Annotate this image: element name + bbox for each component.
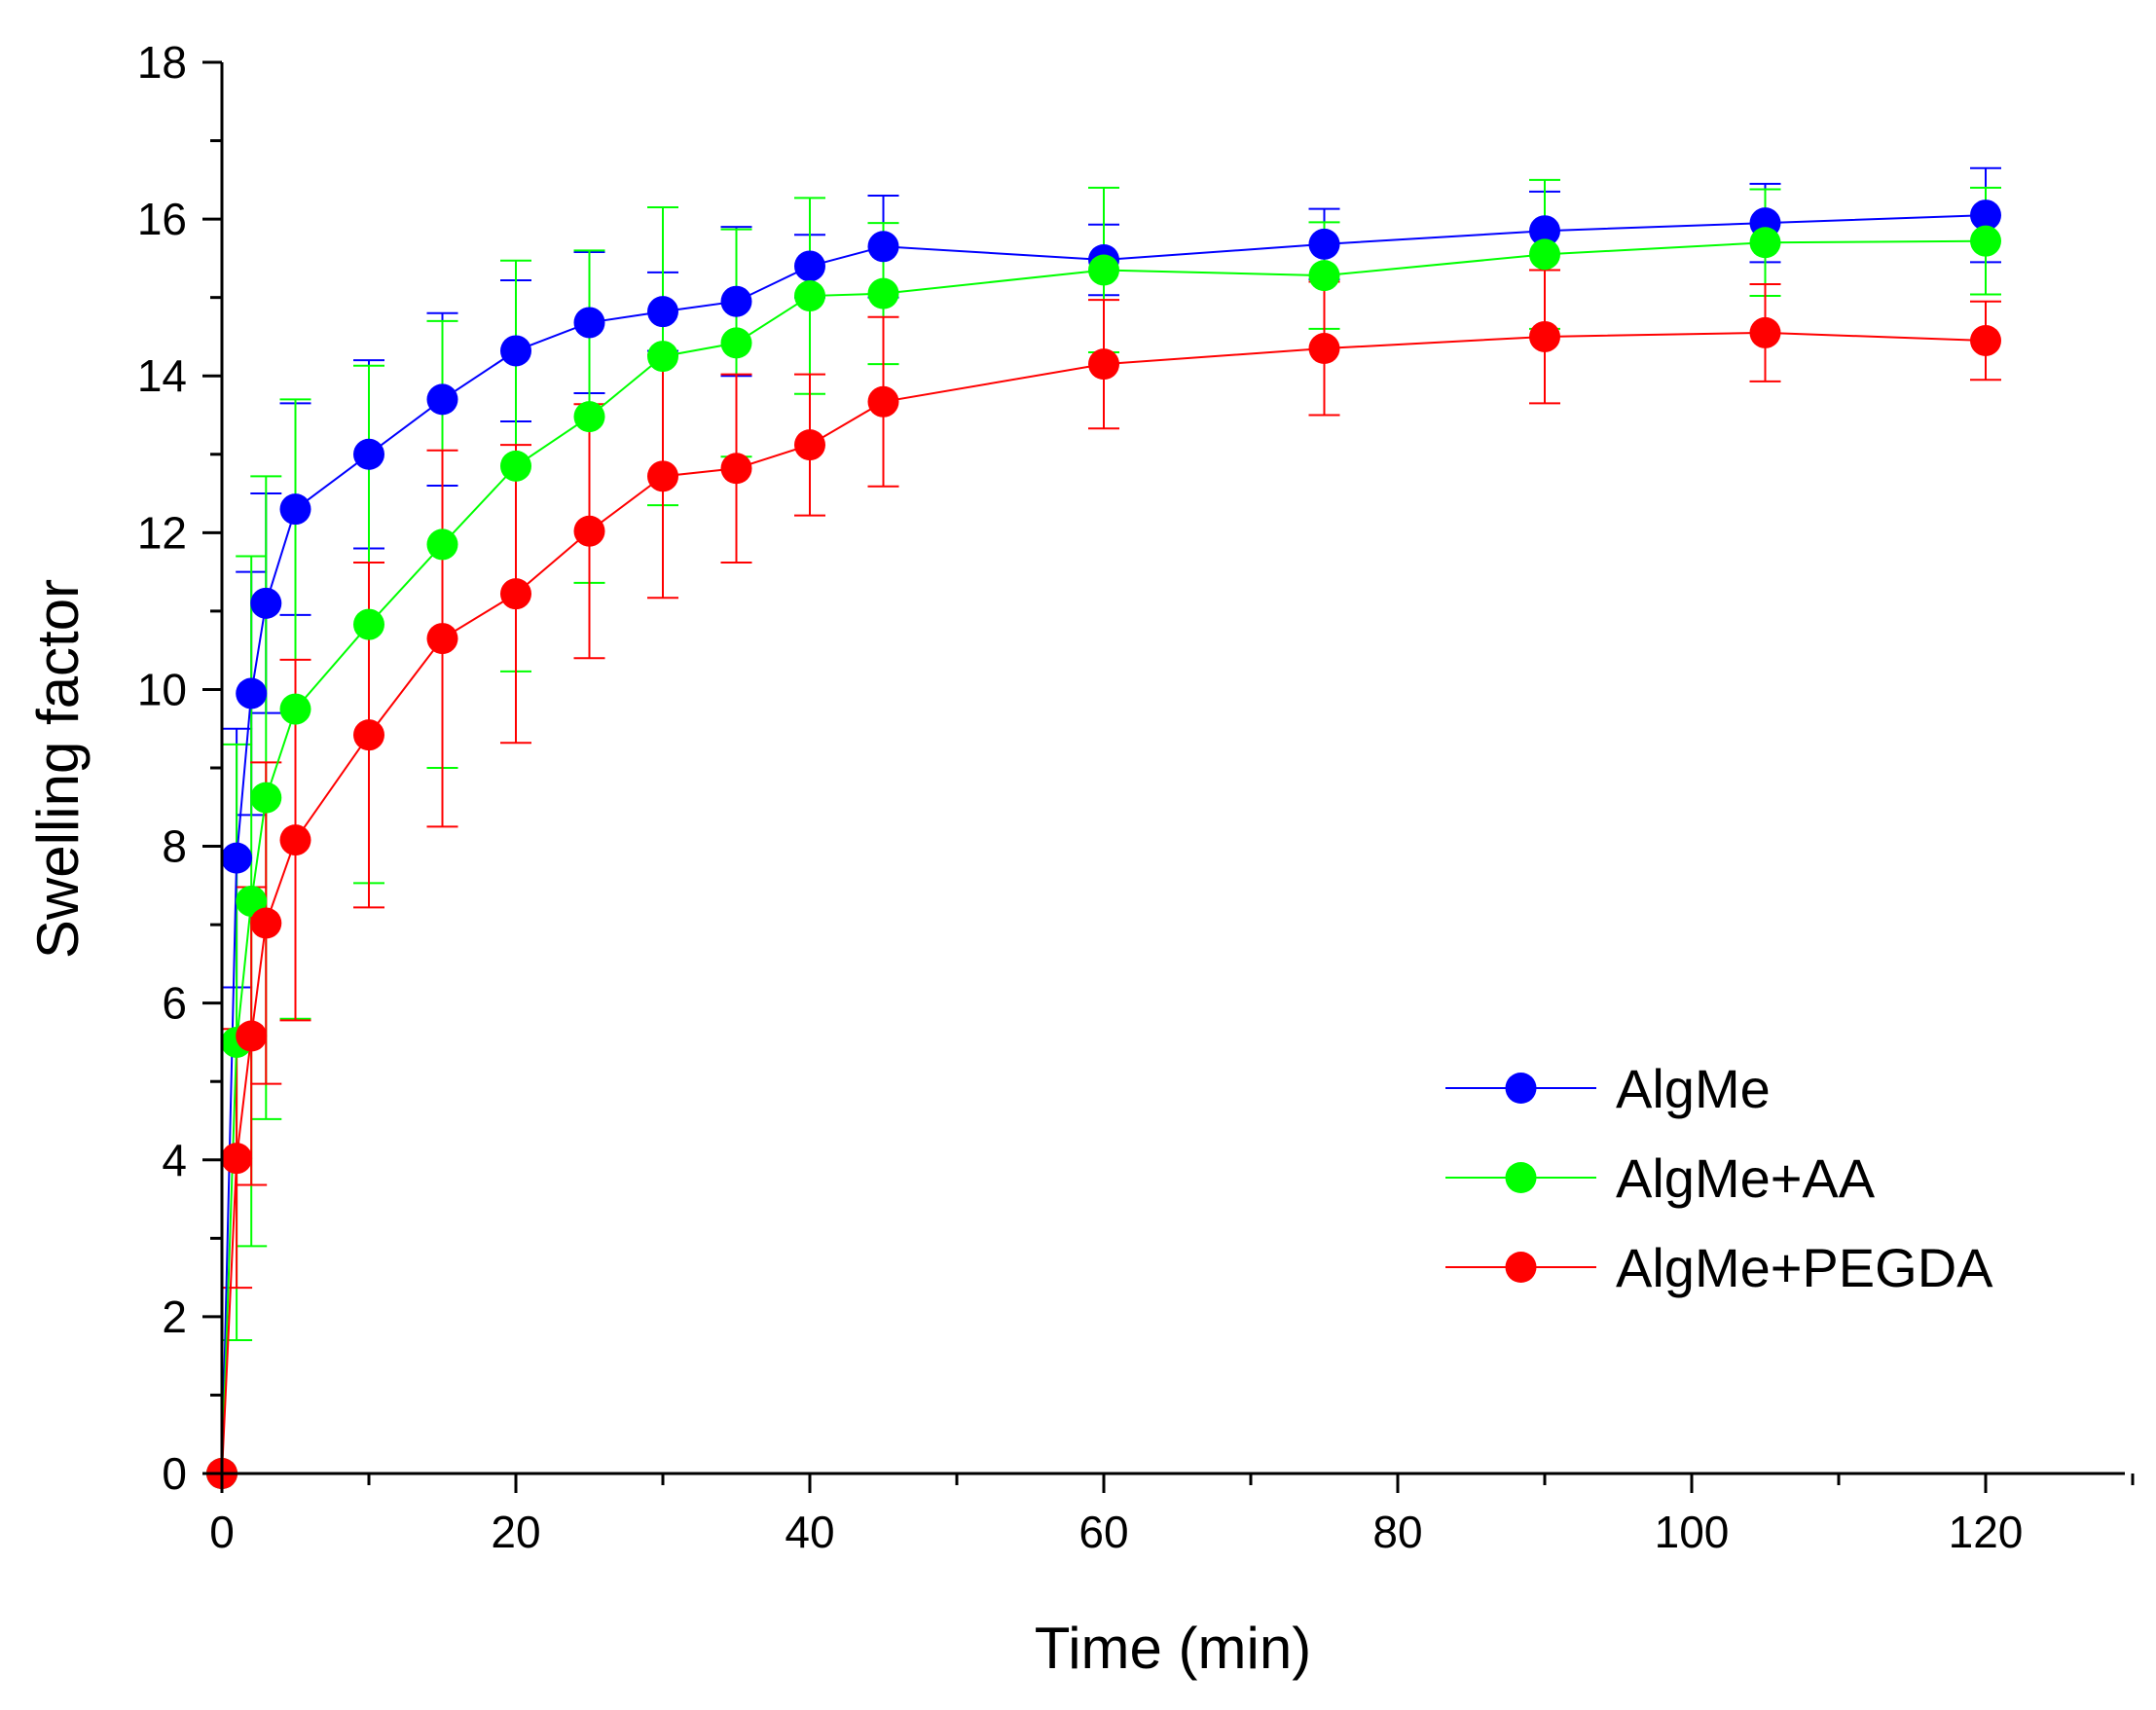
x-tick-label-80: 80 — [1372, 1507, 1422, 1557]
point-algme-aa-15 — [426, 528, 458, 561]
point-algme-pegda-75 — [1308, 333, 1340, 365]
point-algme-75 — [1308, 228, 1340, 260]
y-tick-label-0: 0 — [162, 1448, 187, 1499]
y-ticks: 0 2 4 6 8 10 12 14 16 18 — [137, 37, 222, 1499]
point-algme-aa-90 — [1529, 238, 1560, 271]
point-algme-aa-35 — [720, 327, 752, 359]
x-axis-title: Time (min) — [1035, 1616, 1311, 1681]
point-algme-25 — [573, 307, 605, 339]
point-algme-pegda-105 — [1749, 316, 1781, 348]
legend-label-algme: AlgMe — [1616, 1058, 1771, 1119]
y-tick-label-4: 4 — [162, 1135, 187, 1185]
series-line-algme-pegda — [221, 331, 1987, 1474]
y-tick-label-10: 10 — [137, 664, 187, 714]
point-algme-pegda-45 — [867, 385, 899, 418]
point-algme-aa-40 — [794, 280, 825, 312]
point-algme-2 — [236, 677, 268, 709]
point-algme-aa-25 — [573, 401, 605, 433]
point-algme-pegda-3 — [250, 907, 282, 939]
point-algme-aa-45 — [867, 277, 899, 309]
y-tick-label-2: 2 — [162, 1292, 187, 1342]
x-tick-label-40: 40 — [785, 1507, 834, 1557]
point-algme-pegda-60 — [1088, 348, 1119, 381]
x-tick-label-20: 20 — [491, 1507, 540, 1557]
point-algme-aa-120 — [1970, 225, 2001, 257]
point-algme-5 — [279, 493, 311, 526]
point-algme-aa-5 — [279, 693, 311, 725]
y-tick-label-6: 6 — [162, 978, 187, 1029]
legend-marker-algme-pegda — [1505, 1252, 1537, 1283]
point-algme-pegda-1 — [221, 1143, 253, 1175]
y-tick-label-8: 8 — [162, 821, 187, 872]
y-tick-label-12: 12 — [137, 507, 187, 558]
point-algme-pegda-30 — [647, 460, 678, 492]
point-algme-aa-2 — [236, 885, 268, 917]
point-algme-pegda-2 — [236, 1020, 268, 1052]
point-algme-120 — [1970, 200, 2001, 232]
x-tick-label-100: 100 — [1655, 1507, 1730, 1557]
point-algme-40 — [794, 250, 825, 282]
point-algme-20 — [500, 335, 531, 367]
point-algme-aa-30 — [647, 341, 678, 373]
point-algme-pegda-25 — [573, 515, 605, 547]
x-tick-label-0: 0 — [209, 1507, 235, 1557]
point-algme-pegda-20 — [500, 578, 531, 610]
legend-item-algme-aa: AlgMe+AA — [1445, 1147, 1876, 1209]
series-points-layer — [206, 200, 2001, 1489]
point-algme-pegda-5 — [279, 824, 311, 856]
point-algme-aa-10 — [353, 608, 384, 640]
legend-item-algme: AlgMe — [1445, 1058, 1771, 1119]
legend-marker-algme-aa — [1505, 1162, 1537, 1193]
point-algme-aa-105 — [1749, 227, 1781, 259]
y-axis-title: Swelling factor — [25, 579, 91, 959]
legend-marker-algme — [1505, 1073, 1537, 1104]
point-algme-pegda-120 — [1970, 324, 2001, 356]
point-algme-pegda-15 — [426, 623, 458, 655]
x-tick-label-120: 120 — [1949, 1507, 2024, 1557]
point-algme-aa-60 — [1088, 254, 1119, 286]
y-tick-label-18: 18 — [137, 37, 187, 88]
x-tick-label-60: 60 — [1078, 1507, 1128, 1557]
point-algme-90 — [1529, 215, 1560, 247]
point-algme-30 — [647, 296, 678, 328]
point-algme-pegda-90 — [1529, 320, 1560, 352]
point-algme-3 — [250, 587, 282, 619]
point-algme-45 — [867, 231, 899, 263]
legend-label-algme-pegda: AlgMe+PEGDA — [1616, 1237, 1993, 1298]
point-algme-aa-75 — [1308, 260, 1340, 292]
point-algme-pegda-10 — [353, 719, 384, 751]
legend-label-algme-aa: AlgMe+AA — [1616, 1147, 1876, 1209]
point-algme-10 — [353, 438, 384, 470]
x-ticks: 0 20 40 60 80 100 120 — [209, 1474, 2135, 1557]
y-tick-label-14: 14 — [137, 350, 187, 401]
legend: AlgMe AlgMe+AA AlgMe+PEGDA — [1445, 1058, 1993, 1298]
point-algme-35 — [720, 285, 752, 317]
point-algme-pegda-40 — [794, 429, 825, 461]
point-algme-15 — [426, 383, 458, 416]
point-algme-aa-3 — [250, 782, 282, 814]
point-algme-1 — [221, 842, 253, 874]
series-line-algme-aa — [221, 239, 1987, 1474]
y-tick-label-16: 16 — [137, 194, 187, 244]
point-algme-aa-20 — [500, 450, 531, 482]
legend-item-algme-pegda: AlgMe+PEGDA — [1445, 1237, 1993, 1298]
point-algme-pegda-35 — [720, 453, 752, 485]
